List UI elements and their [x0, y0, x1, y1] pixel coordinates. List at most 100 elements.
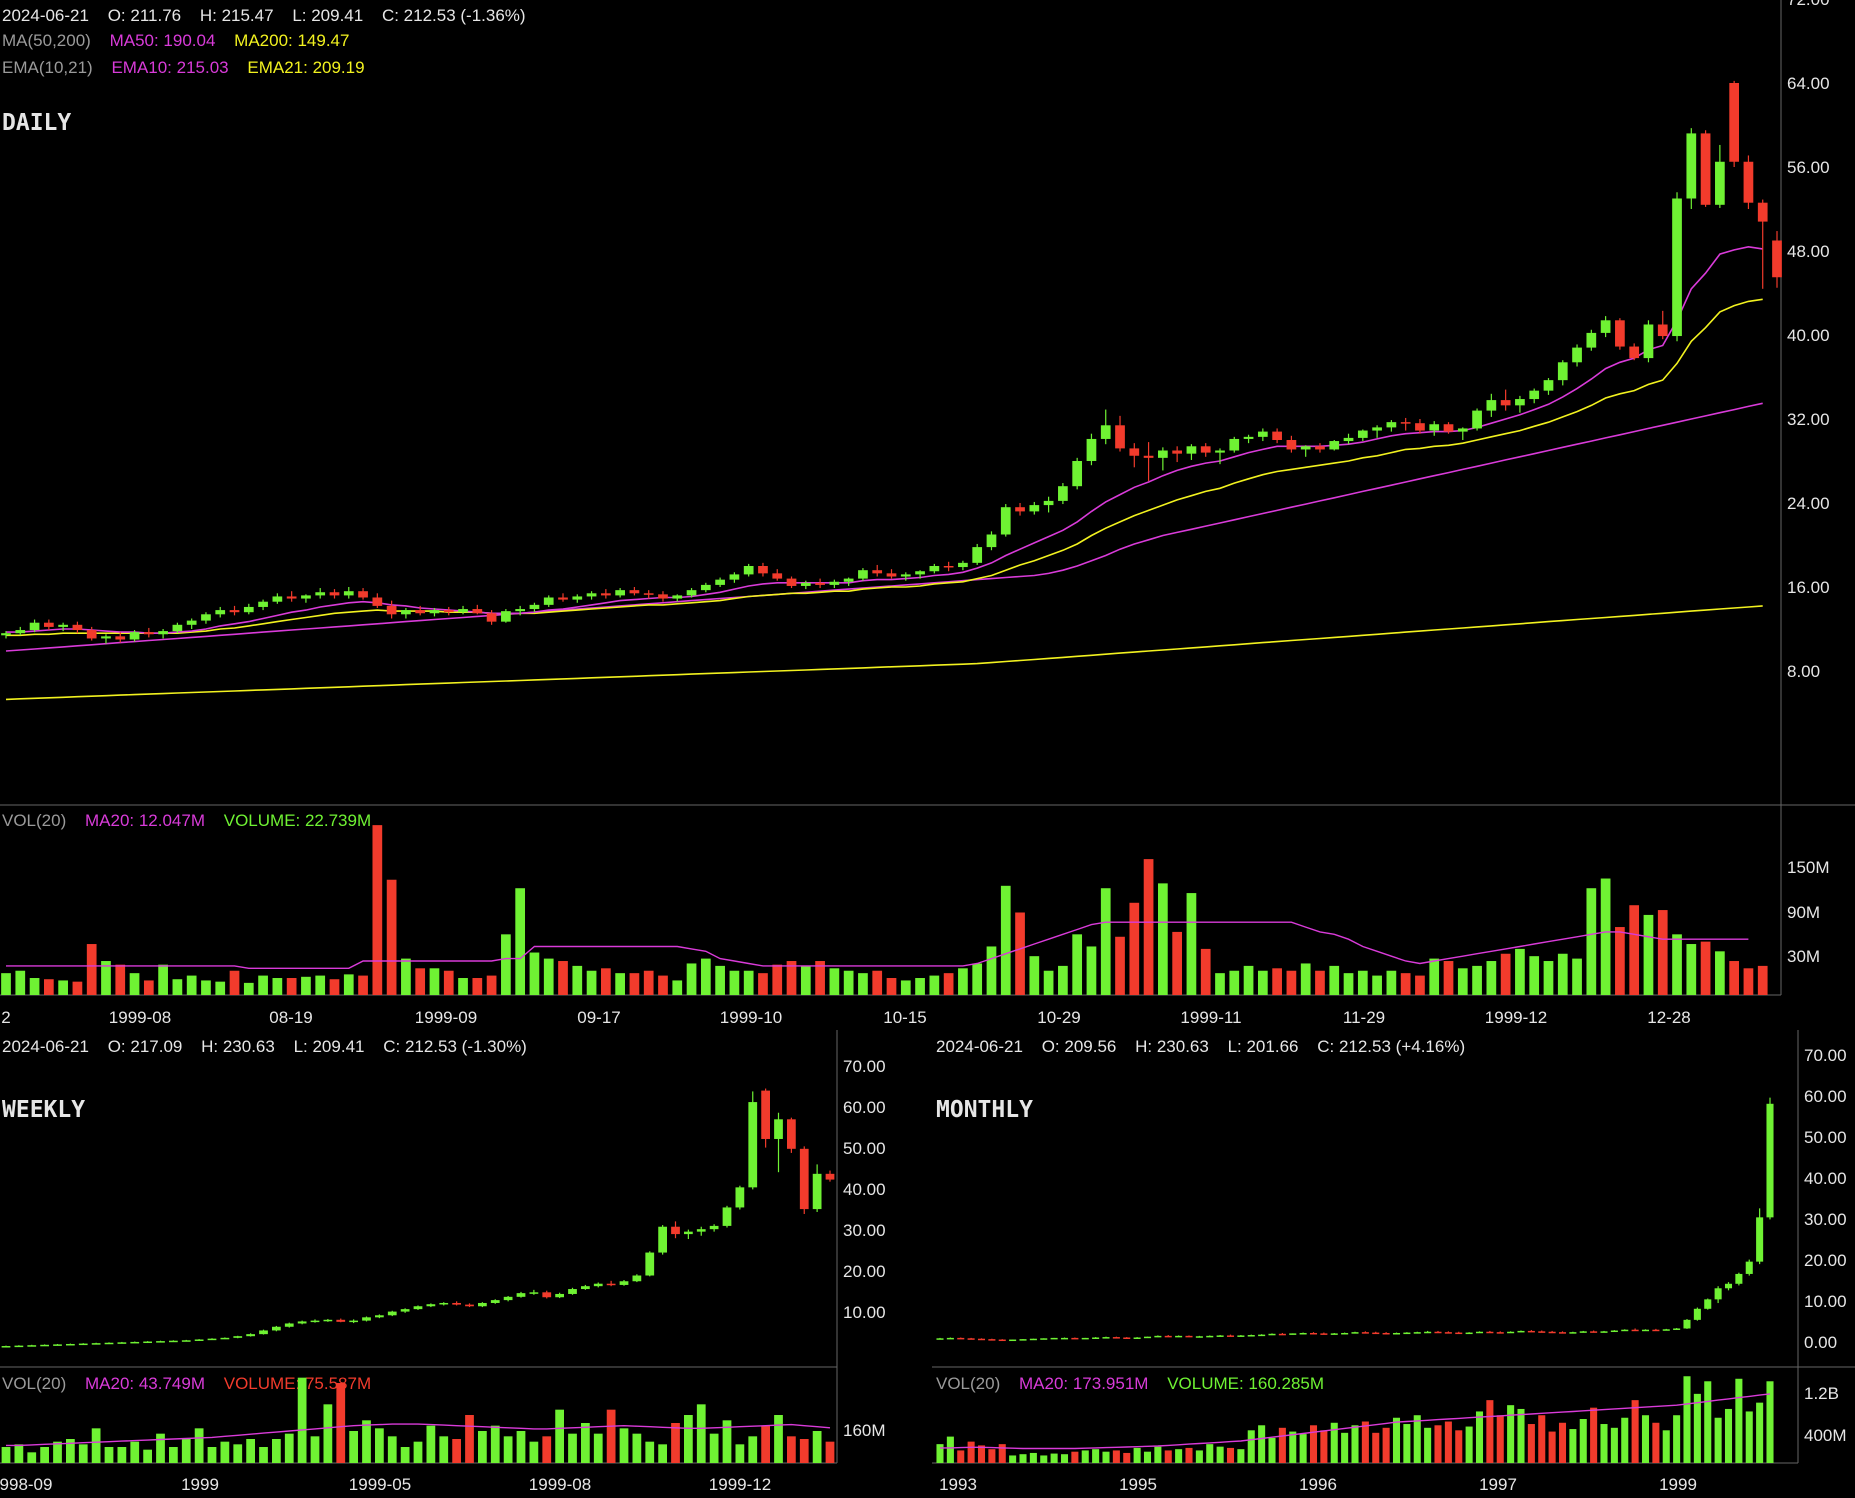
weekly-candle-body	[400, 1309, 410, 1312]
monthly-volume-bar	[1102, 1451, 1110, 1463]
monthly-candle-body	[1662, 1329, 1670, 1331]
weekly-volume-bar	[194, 1428, 204, 1463]
weekly-candle-body	[168, 1340, 178, 1343]
weekly-volume-bar	[336, 1383, 346, 1463]
monthly-volume-bar	[1268, 1437, 1276, 1463]
daily-volume-bar	[1300, 963, 1311, 995]
daily-volume-bar	[558, 961, 568, 995]
daily-volume-bar	[358, 975, 368, 995]
daily-candle-body	[615, 590, 625, 596]
monthly-volume-bar	[1403, 1424, 1411, 1463]
daily-volume-bar	[1329, 965, 1340, 995]
daily-candle-body	[643, 593, 654, 595]
daily-x-tick: 11-29	[1343, 1008, 1385, 1027]
monthly-candle-body	[1631, 1329, 1639, 1332]
daily-volume-bar	[1757, 965, 1768, 995]
weekly-volume-bar	[259, 1447, 268, 1463]
monthly-date: 2024-06-21	[936, 1037, 1023, 1056]
monthly-candle-body	[967, 1338, 975, 1340]
daily-x-tick: 1999-10	[720, 1008, 782, 1027]
weekly-volume-bar	[91, 1428, 101, 1463]
monthly-high: H: 230.63	[1135, 1037, 1209, 1056]
weekly-close: C: 212.53 (-1.30%)	[383, 1037, 527, 1056]
daily-candle-body	[943, 566, 954, 568]
daily-volume-bar	[1643, 914, 1654, 995]
weekly-price-tick: 40.00	[843, 1180, 886, 1199]
daily-volume-bar	[15, 970, 26, 995]
monthly-candle-body	[1756, 1217, 1764, 1262]
daily-candle-body	[329, 592, 340, 596]
weekly-volume-bar	[490, 1425, 500, 1463]
daily-volume-bar	[1229, 970, 1240, 995]
daily-candle-body	[1543, 380, 1554, 391]
daily-candle-body	[1343, 437, 1354, 442]
daily-volume-bar	[1257, 970, 1268, 995]
monthly-candle-body	[1590, 1331, 1598, 1333]
weekly-volume-bar	[27, 1452, 37, 1463]
monthly-x-tick: 1995	[1119, 1475, 1157, 1494]
daily-candle-body	[1386, 422, 1397, 428]
daily-ma200-value: MA200: 149.47	[234, 31, 350, 50]
daily-volume-bar	[858, 973, 868, 995]
monthly-volume-bar	[1361, 1421, 1369, 1463]
monthly-candle-body	[1102, 1337, 1110, 1339]
daily-candle-body	[415, 610, 426, 614]
weekly-candle-body	[91, 1343, 101, 1345]
weekly-volume-bar	[619, 1428, 629, 1463]
daily-vol-ma20: MA20: 12.047M	[84, 811, 205, 830]
daily-candle-body	[1729, 83, 1740, 162]
daily-candle-body	[829, 581, 840, 585]
daily-candle-body	[872, 570, 883, 574]
daily-volume-bar	[1100, 888, 1111, 995]
daily-candle-body	[1657, 324, 1668, 337]
daily-volume-bar	[672, 980, 683, 995]
daily-x-tick: 1999-09	[415, 1008, 477, 1027]
monthly-volume-bar	[1092, 1449, 1100, 1463]
monthly-ohlc-line: 2024-06-21 O: 209.56 H: 230.63 L: 201.66…	[936, 1037, 1479, 1057]
monthly-candle-body	[1424, 1331, 1432, 1334]
monthly-volume-bar	[1527, 1424, 1535, 1463]
weekly-candle-body	[696, 1229, 706, 1232]
monthly-candle-body	[1558, 1332, 1567, 1334]
daily-volume-bar	[86, 944, 97, 995]
daily-volume-bar	[1, 973, 11, 995]
weekly-candle-body	[477, 1302, 487, 1307]
daily-candle-body	[243, 606, 254, 613]
weekly-volume-bar	[374, 1428, 384, 1463]
daily-volume-bar	[1072, 934, 1083, 995]
weekly-candle-body	[104, 1342, 114, 1345]
weekly-volume-bar	[387, 1436, 397, 1463]
daily-open: O: 211.76	[107, 6, 182, 25]
weekly-candle-body	[709, 1225, 719, 1230]
weekly-candle-body	[786, 1119, 796, 1149]
weekly-volume-bar	[297, 1377, 307, 1463]
monthly-volume-bar	[1081, 1450, 1089, 1463]
daily-x-tick: 12-28	[1647, 1008, 1690, 1027]
daily-candle-body	[1415, 423, 1425, 431]
monthly-volume-bar	[1050, 1453, 1058, 1463]
monthly-x-tick: 1996	[1299, 1475, 1337, 1494]
monthly-candle-body	[1040, 1338, 1048, 1340]
daily-volume-bar	[72, 981, 83, 995]
daily-candle-body	[786, 578, 797, 586]
weekly-candle-body	[181, 1340, 191, 1342]
daily-volume-bar	[386, 879, 397, 995]
daily-candle-body	[215, 610, 226, 615]
monthly-candle-body	[1299, 1332, 1307, 1335]
daily-close: C: 212.53 (-1.36%)	[381, 6, 526, 25]
weekly-candle-body	[490, 1300, 500, 1303]
weekly-volume-bar	[271, 1439, 281, 1463]
daily-vol-label: VOL(20)	[2, 811, 67, 830]
monthly-volume-bar	[1143, 1451, 1152, 1463]
monthly-candle-body	[1548, 1331, 1556, 1334]
daily-volume-bar	[715, 965, 725, 995]
daily-volume-bar	[958, 968, 968, 995]
daily-candle-body	[1715, 161, 1725, 205]
daily-candle-body	[258, 601, 268, 607]
daily-candle-body	[43, 622, 54, 627]
monthly-candle-body	[1133, 1337, 1141, 1339]
daily-candle-body	[629, 590, 640, 594]
daily-volume-bar	[986, 946, 997, 995]
monthly-candle-body	[1538, 1331, 1546, 1333]
